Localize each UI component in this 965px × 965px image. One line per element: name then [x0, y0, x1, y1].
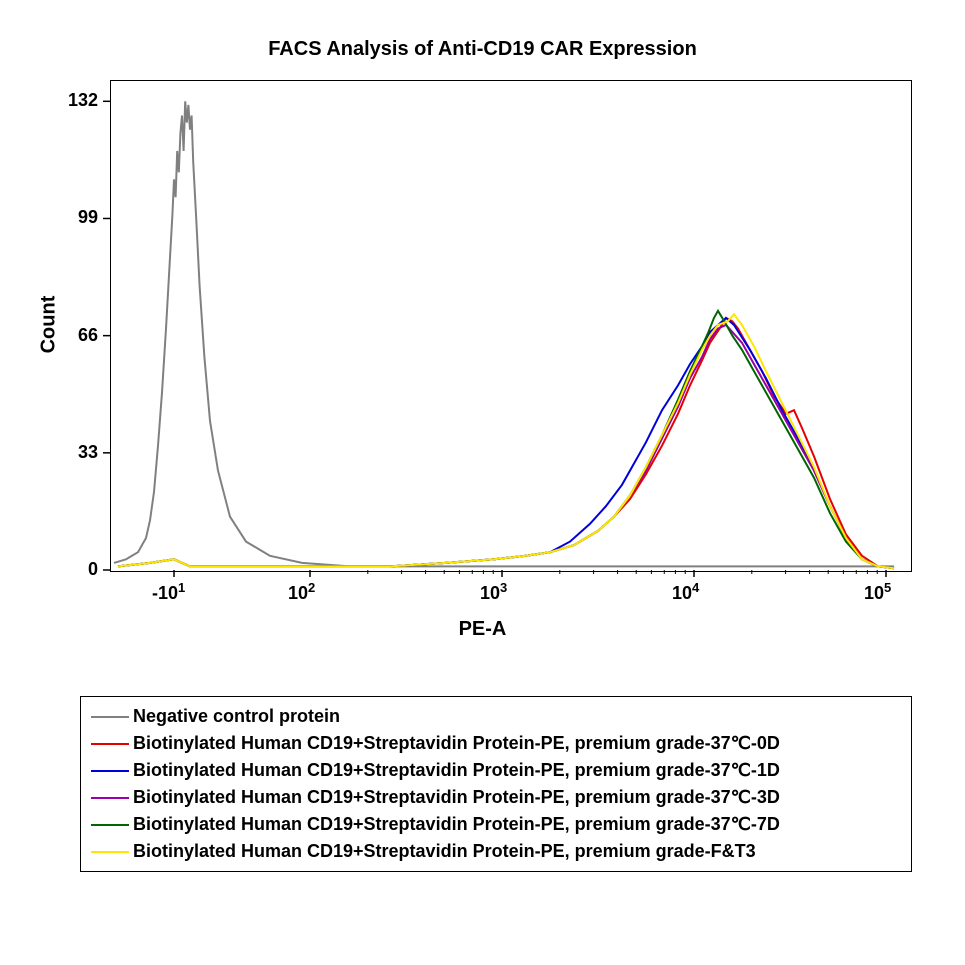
legend-swatch [91, 716, 129, 718]
x-tick-label: 102 [288, 580, 315, 604]
x-tick-label: 105 [864, 580, 891, 604]
y-axis-label: Count [37, 296, 60, 354]
series-curve [118, 318, 894, 568]
legend-swatch [91, 743, 129, 745]
legend-item: Biotinylated Human CD19+Streptavidin Pro… [91, 730, 901, 757]
y-tick-label: 132 [68, 90, 98, 111]
y-tick-label: 99 [78, 207, 98, 228]
y-tick-label: 33 [78, 442, 98, 463]
x-tick-label: -101 [152, 580, 185, 604]
legend-swatch [91, 851, 129, 853]
legend-item: Biotinylated Human CD19+Streptavidin Pro… [91, 784, 901, 811]
legend-item: Biotinylated Human CD19+Streptavidin Pro… [91, 838, 901, 865]
series-curve [118, 318, 894, 568]
legend-box: Negative control proteinBiotinylated Hum… [80, 696, 912, 872]
legend-swatch [91, 824, 129, 826]
x-axis-label: PE-A [0, 618, 965, 641]
x-tick-label: 103 [480, 580, 507, 604]
legend-item: Biotinylated Human CD19+Streptavidin Pro… [91, 811, 901, 838]
legend-label: Biotinylated Human CD19+Streptavidin Pro… [133, 784, 780, 811]
x-tick-label: 104 [672, 580, 699, 604]
legend-label: Biotinylated Human CD19+Streptavidin Pro… [133, 757, 780, 784]
legend-item: Negative control protein [91, 703, 901, 730]
legend-item: Biotinylated Human CD19+Streptavidin Pro… [91, 757, 901, 784]
series-curve [118, 325, 894, 568]
legend-swatch [91, 797, 129, 799]
legend-swatch [91, 770, 129, 772]
legend-label: Biotinylated Human CD19+Streptavidin Pro… [133, 811, 780, 838]
y-tick-label: 0 [88, 559, 98, 580]
legend-label: Negative control protein [133, 703, 340, 730]
legend-label: Biotinylated Human CD19+Streptavidin Pro… [133, 730, 780, 757]
y-tick-label: 66 [78, 325, 98, 346]
chart-container: FACS Analysis of Anti-CD19 CAR Expressio… [0, 0, 965, 965]
legend-label: Biotinylated Human CD19+Streptavidin Pro… [133, 838, 756, 865]
series-curve [118, 314, 894, 568]
series-curve [118, 311, 894, 568]
series-curve [114, 101, 894, 566]
